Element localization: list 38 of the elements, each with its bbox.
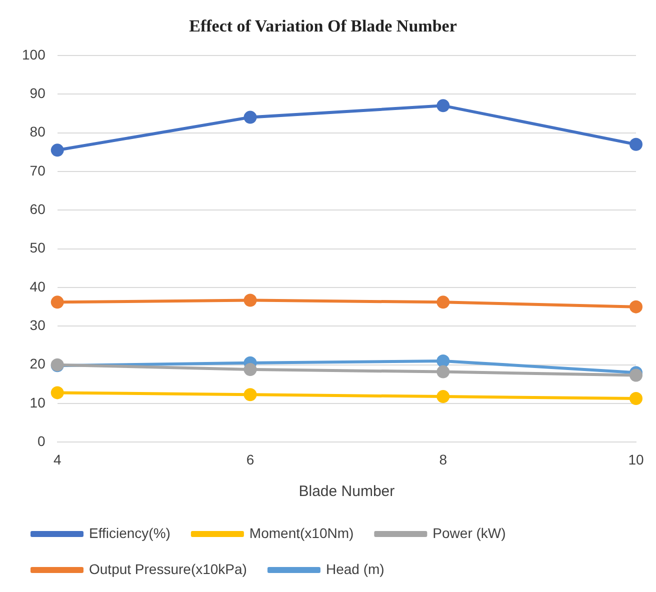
legend-label: Output Pressure(x10kPa)	[89, 560, 247, 577]
x-tick-label: 4	[53, 451, 62, 468]
x-axis-title: Blade Number	[298, 483, 395, 500]
y-tick-label: 30	[30, 317, 46, 334]
point	[50, 144, 64, 157]
x-tick-label: 6	[246, 451, 254, 468]
point	[244, 388, 257, 402]
y-tick-label: 100	[22, 46, 46, 62]
point	[244, 362, 257, 376]
point	[436, 354, 450, 368]
y-tick-label: 70	[30, 162, 46, 178]
point	[630, 300, 642, 314]
point	[630, 368, 642, 382]
point	[50, 386, 64, 400]
point	[436, 390, 450, 404]
legend-label: Efficiency(%)	[89, 524, 170, 541]
point	[630, 138, 642, 151]
y-tick-label: 0	[38, 433, 46, 450]
legend-label: Head (m)	[326, 560, 384, 577]
y-tick-label: 80	[30, 124, 46, 140]
point	[436, 99, 450, 112]
point	[244, 110, 257, 124]
point	[436, 365, 450, 378]
y-tick-label: 20	[30, 356, 46, 372]
point	[436, 296, 450, 309]
x-tick-label: 10	[628, 451, 644, 468]
y-tick-label: 50	[30, 240, 46, 256]
x-tick-label: 8	[439, 451, 448, 468]
y-tick-label: 90	[30, 84, 46, 101]
point	[244, 294, 257, 307]
legend-label: Moment(x10Nm)	[249, 524, 354, 541]
y-tick-label: 40	[30, 278, 46, 294]
y-tick-label: 10	[30, 394, 46, 410]
point	[630, 392, 642, 405]
y-tick-label: 60	[30, 200, 46, 217]
legend-label: Power (kW)	[432, 524, 506, 541]
chart-title: Effect of Variation Of Blade Number	[189, 16, 458, 36]
point	[50, 296, 64, 309]
